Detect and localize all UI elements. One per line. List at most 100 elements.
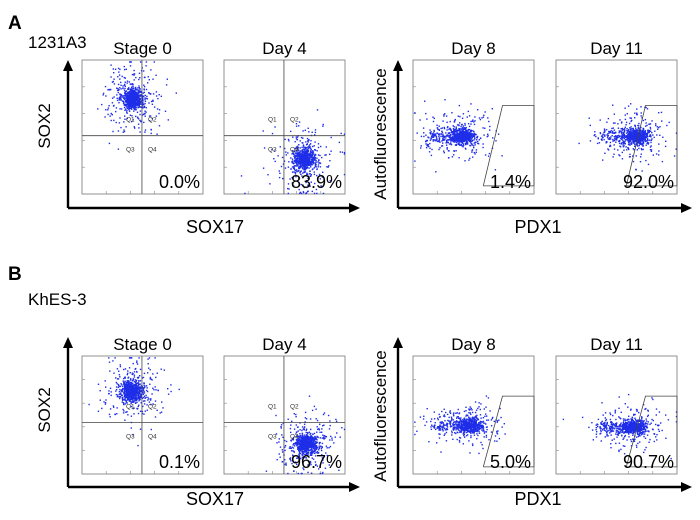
event-dot xyxy=(137,394,139,397)
event-dot xyxy=(460,124,463,126)
event-dot xyxy=(441,130,443,132)
event-dot xyxy=(142,389,144,391)
event-dot xyxy=(127,106,130,108)
event-dot xyxy=(462,135,464,137)
event-dot xyxy=(131,86,133,88)
event-dot xyxy=(136,97,138,99)
event-dot xyxy=(461,131,464,133)
event-dot xyxy=(644,140,647,143)
event-dot xyxy=(293,155,295,157)
event-dot xyxy=(136,363,139,365)
event-dot xyxy=(298,154,301,156)
event-dot xyxy=(298,161,300,163)
event-dot xyxy=(465,133,468,135)
event-dot xyxy=(465,139,467,142)
event-dot xyxy=(621,121,623,123)
event-dot xyxy=(304,441,306,444)
event-dot xyxy=(123,129,125,131)
event-dot xyxy=(297,442,299,444)
event-dot xyxy=(319,162,321,164)
event-dot xyxy=(470,132,472,135)
event-dot xyxy=(464,142,467,145)
gate-percentage: 1.4% xyxy=(490,172,531,192)
event-dot xyxy=(626,131,629,133)
event-dot xyxy=(294,156,297,158)
event-dot xyxy=(119,108,121,110)
event-dot xyxy=(317,143,320,145)
event-dot xyxy=(136,407,138,410)
event-dot xyxy=(117,130,120,132)
event-dot xyxy=(613,148,616,150)
event-dot xyxy=(460,139,462,142)
event-dot xyxy=(130,398,132,400)
event-dot xyxy=(484,111,486,113)
event-dot xyxy=(321,156,323,159)
event-dot xyxy=(284,138,286,141)
event-dot xyxy=(622,134,624,136)
event-dot xyxy=(642,144,644,146)
event-dot xyxy=(278,176,281,179)
event-dot xyxy=(129,102,131,104)
event-dot xyxy=(101,103,103,106)
event-dot xyxy=(449,120,451,123)
event-dot xyxy=(108,105,110,107)
event-dot xyxy=(658,154,660,156)
event-dot xyxy=(626,113,628,115)
event-dot xyxy=(122,102,125,104)
event-dot xyxy=(129,386,131,389)
event-dot xyxy=(118,374,121,376)
event-dot xyxy=(133,108,136,111)
event-dot xyxy=(460,143,463,146)
event-dot xyxy=(461,127,464,129)
event-dot xyxy=(630,138,633,140)
event-dot xyxy=(115,393,118,396)
event-dot xyxy=(293,167,295,170)
event-dot xyxy=(139,91,141,93)
event-dot xyxy=(303,158,305,161)
a-left-ylabel: SOX2 xyxy=(35,103,54,148)
event-dot xyxy=(307,141,309,143)
event-dot xyxy=(136,102,138,104)
event-dot xyxy=(621,136,624,138)
event-dot xyxy=(310,166,312,168)
event-dot xyxy=(454,118,456,121)
event-dot xyxy=(120,97,122,99)
event-dot xyxy=(315,448,317,450)
event-dot xyxy=(638,144,640,147)
event-dot xyxy=(457,143,460,146)
event-dot xyxy=(443,127,446,130)
event-dot xyxy=(159,412,161,414)
event-dot xyxy=(633,137,635,139)
event-dot xyxy=(420,135,423,138)
event-dot xyxy=(627,143,630,146)
event-dot xyxy=(132,382,134,385)
event-dot xyxy=(301,142,303,144)
event-dot xyxy=(454,141,456,143)
event-dot xyxy=(627,105,630,107)
event-dot xyxy=(302,445,305,447)
event-dot xyxy=(316,150,318,152)
event-dot xyxy=(315,159,317,162)
event-dot xyxy=(124,396,126,399)
event-dot xyxy=(429,142,431,145)
event-dot xyxy=(304,129,306,131)
event-dot xyxy=(463,134,465,137)
event-dot xyxy=(104,403,107,405)
event-dot xyxy=(297,446,299,448)
event-dot xyxy=(318,173,321,176)
event-dot xyxy=(305,153,307,156)
event-dot xyxy=(446,126,449,129)
gate-percentage: 83.9% xyxy=(291,172,342,192)
event-dot xyxy=(302,440,304,442)
event-dot xyxy=(463,131,465,133)
event-dot xyxy=(645,133,648,135)
event-dot xyxy=(435,171,437,173)
event-dot xyxy=(636,149,638,151)
event-dots xyxy=(88,357,180,447)
event-dot xyxy=(306,159,308,161)
event-dot xyxy=(138,397,140,400)
event-dot xyxy=(292,152,294,154)
event-dot xyxy=(291,166,294,168)
quadrant-label-q3: Q3 xyxy=(126,434,135,441)
event-dot xyxy=(306,155,308,157)
